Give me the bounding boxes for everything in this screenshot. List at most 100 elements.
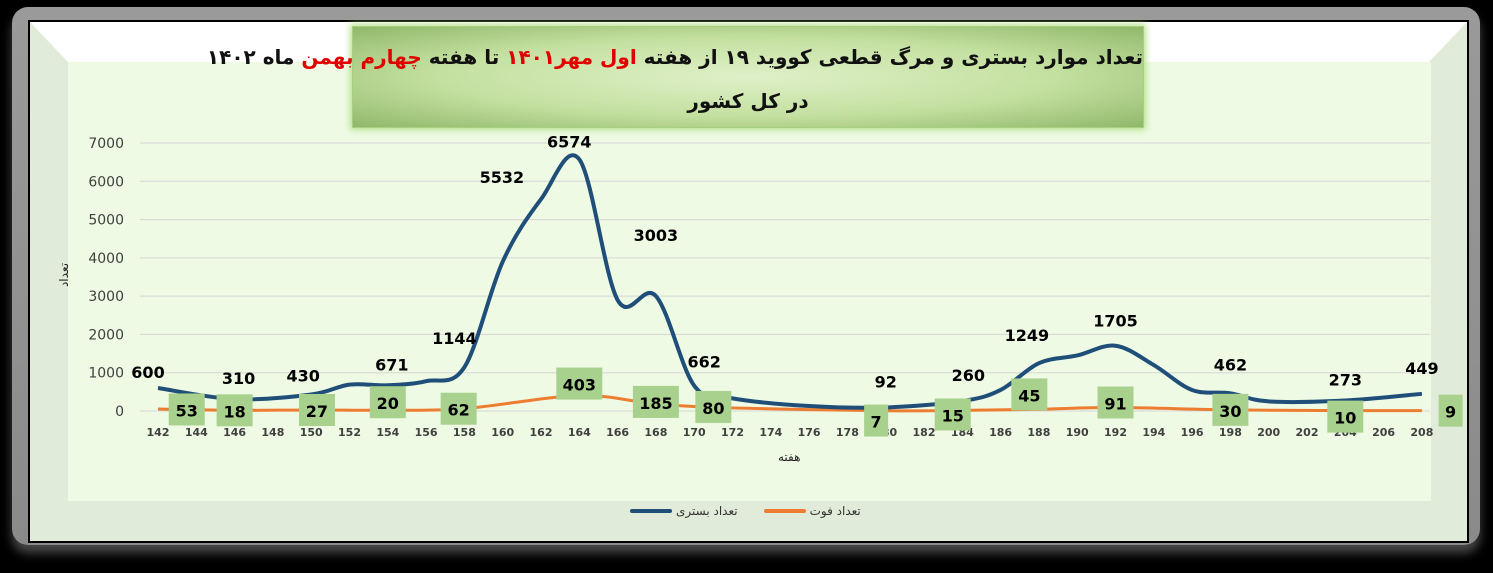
hospitalized-data-label: 671: [375, 355, 408, 374]
deaths-data-label: 7: [871, 413, 882, 432]
x-tick-label: 166: [606, 426, 629, 439]
hospitalized-data-label: 1705: [1093, 312, 1138, 331]
deaths-data-label: 403: [563, 376, 596, 395]
x-tick-label: 202: [1296, 426, 1319, 439]
deaths-data-label-box: [1011, 378, 1048, 411]
deaths-data-label: 45: [1018, 386, 1040, 405]
deaths-data-label: 9: [1445, 403, 1456, 422]
y-tick-label: 5000: [88, 213, 124, 229]
chart-title-box: تعداد موارد بستری و مرگ قطعی کووید ۱۹ از…: [206, 26, 1144, 128]
x-tick-label: 152: [338, 426, 361, 439]
hospitalized-data-label: 662: [687, 353, 720, 372]
chart-title-line1: تعداد موارد بستری و مرگ قطعی کووید ۱۹ از…: [206, 45, 1143, 69]
x-tick-label: 190: [1066, 426, 1089, 439]
x-tick-label: 156: [415, 426, 438, 439]
legend-swatch-hospitalized: [630, 509, 672, 513]
hospitalized-data-label: 310: [222, 369, 255, 388]
deaths-data-label-box: [1097, 386, 1134, 419]
x-tick-label: 170: [683, 426, 706, 439]
x-tick-label: 192: [1104, 426, 1127, 439]
hospitalized-data-label: 5532: [480, 168, 525, 187]
deaths-data-label: 20: [377, 394, 399, 413]
y-tick-label: 0: [115, 404, 124, 420]
x-tick-label: 178: [836, 426, 859, 439]
deaths-data-label: 185: [639, 394, 672, 413]
deaths-data-label-box: [1212, 393, 1249, 426]
deaths-data-label-box: [298, 393, 335, 426]
x-tick-label: 144: [185, 426, 208, 439]
x-tick-label: 146: [223, 426, 246, 439]
y-tick-label: 7000: [88, 136, 124, 152]
deaths-data-label: 30: [1219, 402, 1241, 421]
y-tick-label: 3000: [88, 289, 124, 305]
y-tick-label: 4000: [88, 251, 124, 267]
x-axis-title: هفته: [778, 450, 801, 464]
x-tick-label: 176: [798, 426, 821, 439]
deaths-data-label-box: [168, 393, 205, 426]
plot-area: [68, 62, 1431, 501]
x-tick-label: 186: [989, 426, 1012, 439]
deaths-data-label-box: [864, 404, 889, 437]
x-tick-label: 158: [453, 426, 476, 439]
deaths-data-label: 27: [306, 402, 328, 421]
deaths-data-label: 15: [942, 406, 964, 425]
deaths-data-label-box: [695, 390, 732, 423]
hospitalized-data-label: 462: [1214, 355, 1247, 374]
x-tick-label: 194: [1142, 426, 1165, 439]
deaths-data-label: 80: [702, 399, 724, 418]
deaths-data-label: 18: [223, 402, 245, 421]
x-tick-label: 162: [530, 426, 553, 439]
hospitalized-data-label: 430: [286, 367, 319, 386]
hospitalized-data-label: 1144: [432, 329, 477, 348]
deaths-line: [157, 394, 1422, 413]
hospitalized-data-label: 449: [1405, 359, 1438, 378]
legend-item-deaths[interactable]: تعداد فوت: [763, 504, 861, 518]
y-axis-title: تعداد: [57, 262, 72, 288]
hospitalized-data-label: 600: [131, 363, 164, 382]
x-tick-label: 196: [1181, 426, 1204, 439]
x-tick-label: 168: [644, 426, 667, 439]
legend-swatch-deaths: [763, 509, 806, 513]
deaths-data-label: 91: [1104, 395, 1126, 414]
deaths-data-label-box: [934, 398, 971, 431]
y-tick-label: 2000: [88, 327, 124, 343]
deaths-data-label-box: [632, 385, 679, 418]
x-tick-label: 182: [913, 426, 936, 439]
y-tick-label: 1000: [88, 366, 124, 382]
hospitalized-data-label: 273: [1329, 371, 1362, 390]
deaths-data-label-box: [440, 392, 477, 425]
x-tick-label: 148: [261, 426, 284, 439]
x-tick-label: 188: [1027, 426, 1050, 439]
chart-legend: تعداد فوت تعداد بستری: [630, 502, 861, 520]
x-tick-label: 208: [1410, 426, 1433, 439]
chart-title-line2: در کل کشور: [687, 89, 809, 113]
x-tick-label: 154: [376, 426, 399, 439]
x-tick-label: 150: [300, 426, 323, 439]
legend-label-hospitalized: تعداد بستری: [676, 504, 738, 518]
x-tick-label: 198: [1219, 426, 1242, 439]
x-tick-label: 164: [568, 426, 591, 439]
x-tick-label: 200: [1257, 426, 1280, 439]
hospitalized-data-label: 3003: [634, 226, 679, 245]
x-tick-label: 160: [491, 426, 514, 439]
deaths-data-label-box: [1327, 400, 1364, 433]
deaths-data-label: 53: [176, 401, 198, 420]
legend-label-deaths: تعداد فوت: [809, 504, 861, 518]
deaths-data-label: 10: [1334, 409, 1356, 428]
x-tick-label: 142: [147, 426, 170, 439]
deaths-data-label: 62: [448, 401, 470, 420]
hospitalized-data-label: 1249: [1005, 326, 1050, 345]
hospitalized-data-label: 6574: [547, 132, 592, 151]
x-tick-label: 172: [721, 426, 744, 439]
deaths-data-label-box: [369, 386, 406, 419]
deaths-data-label-box: [556, 367, 603, 400]
deaths-data-label-box: [216, 394, 253, 427]
hospitalized-data-label: 260: [952, 366, 985, 385]
y-tick-label: 6000: [88, 174, 124, 190]
x-tick-label: 174: [759, 426, 782, 439]
hospitalized-data-label: 92: [875, 372, 897, 391]
legend-item-hospitalized[interactable]: تعداد بستری: [630, 504, 738, 518]
x-tick-label: 206: [1372, 426, 1395, 439]
deaths-data-label-box: [1438, 394, 1463, 427]
